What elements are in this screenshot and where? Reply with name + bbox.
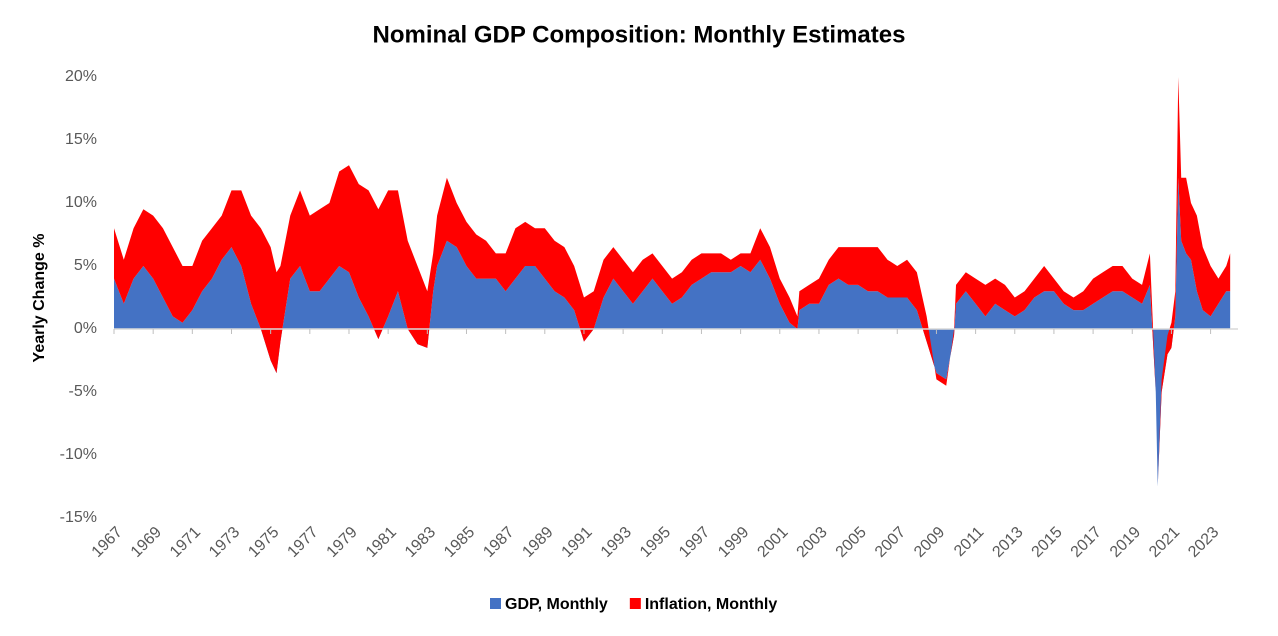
x-tick-label: 2021 — [1146, 524, 1183, 561]
x-tick-label: 2013 — [989, 524, 1026, 561]
x-tick-label: 1973 — [206, 524, 243, 561]
y-tick-label: -10% — [60, 446, 97, 463]
x-tick-label: 1971 — [167, 524, 204, 561]
x-tick-label: 2003 — [794, 524, 831, 561]
x-tick-label: 2019 — [1107, 524, 1144, 561]
x-tick-label: 1991 — [559, 524, 596, 561]
y-tick-label: -5% — [69, 383, 97, 400]
x-tick-label: 2015 — [1029, 524, 1066, 561]
x-tick-label: 1989 — [519, 524, 556, 561]
x-tick-label: 1977 — [284, 524, 321, 561]
x-tick-label: 1979 — [324, 524, 361, 561]
x-tick-label: 2001 — [754, 524, 791, 561]
x-tick-label: 1993 — [598, 524, 635, 561]
legend-swatch — [629, 598, 641, 609]
legend-label: Inflation, Monthly — [645, 596, 778, 613]
x-tick-label: 1969 — [128, 524, 165, 561]
y-tick-label: 20% — [65, 68, 97, 85]
x-tick-label: 1983 — [402, 524, 439, 561]
y-tick-label: 5% — [74, 257, 97, 274]
x-tick-label: 1987 — [480, 524, 517, 561]
x-tick-label: 1985 — [441, 524, 478, 561]
chart-title: Nominal GDP Composition: Monthly Estimat… — [373, 21, 906, 48]
x-tick-label: 1999 — [715, 524, 752, 561]
x-tick-label: 2005 — [833, 524, 870, 561]
legend-label: GDP, Monthly — [505, 596, 608, 613]
y-tick-label: 10% — [65, 194, 97, 211]
area-inflation — [114, 77, 1231, 487]
x-tick-label: 2007 — [872, 524, 909, 561]
x-tick-label: 1975 — [245, 524, 282, 561]
legend-swatch — [490, 598, 501, 609]
x-tick-label: 2023 — [1185, 524, 1222, 561]
x-tick-label: 2011 — [951, 524, 987, 560]
y-axis-label: Yearly Change % — [31, 234, 48, 363]
x-tick-label: 2009 — [911, 524, 948, 561]
x-tick-label: 1967 — [89, 524, 126, 561]
y-tick-label: 15% — [65, 131, 97, 148]
y-tick-label: -15% — [60, 509, 97, 526]
x-tick-label: 1995 — [637, 524, 674, 561]
x-tick-label: 1981 — [363, 524, 400, 561]
x-tick-label: 1997 — [676, 524, 713, 561]
x-tick-label: 2017 — [1068, 524, 1105, 561]
y-tick-label: 0% — [74, 320, 97, 337]
